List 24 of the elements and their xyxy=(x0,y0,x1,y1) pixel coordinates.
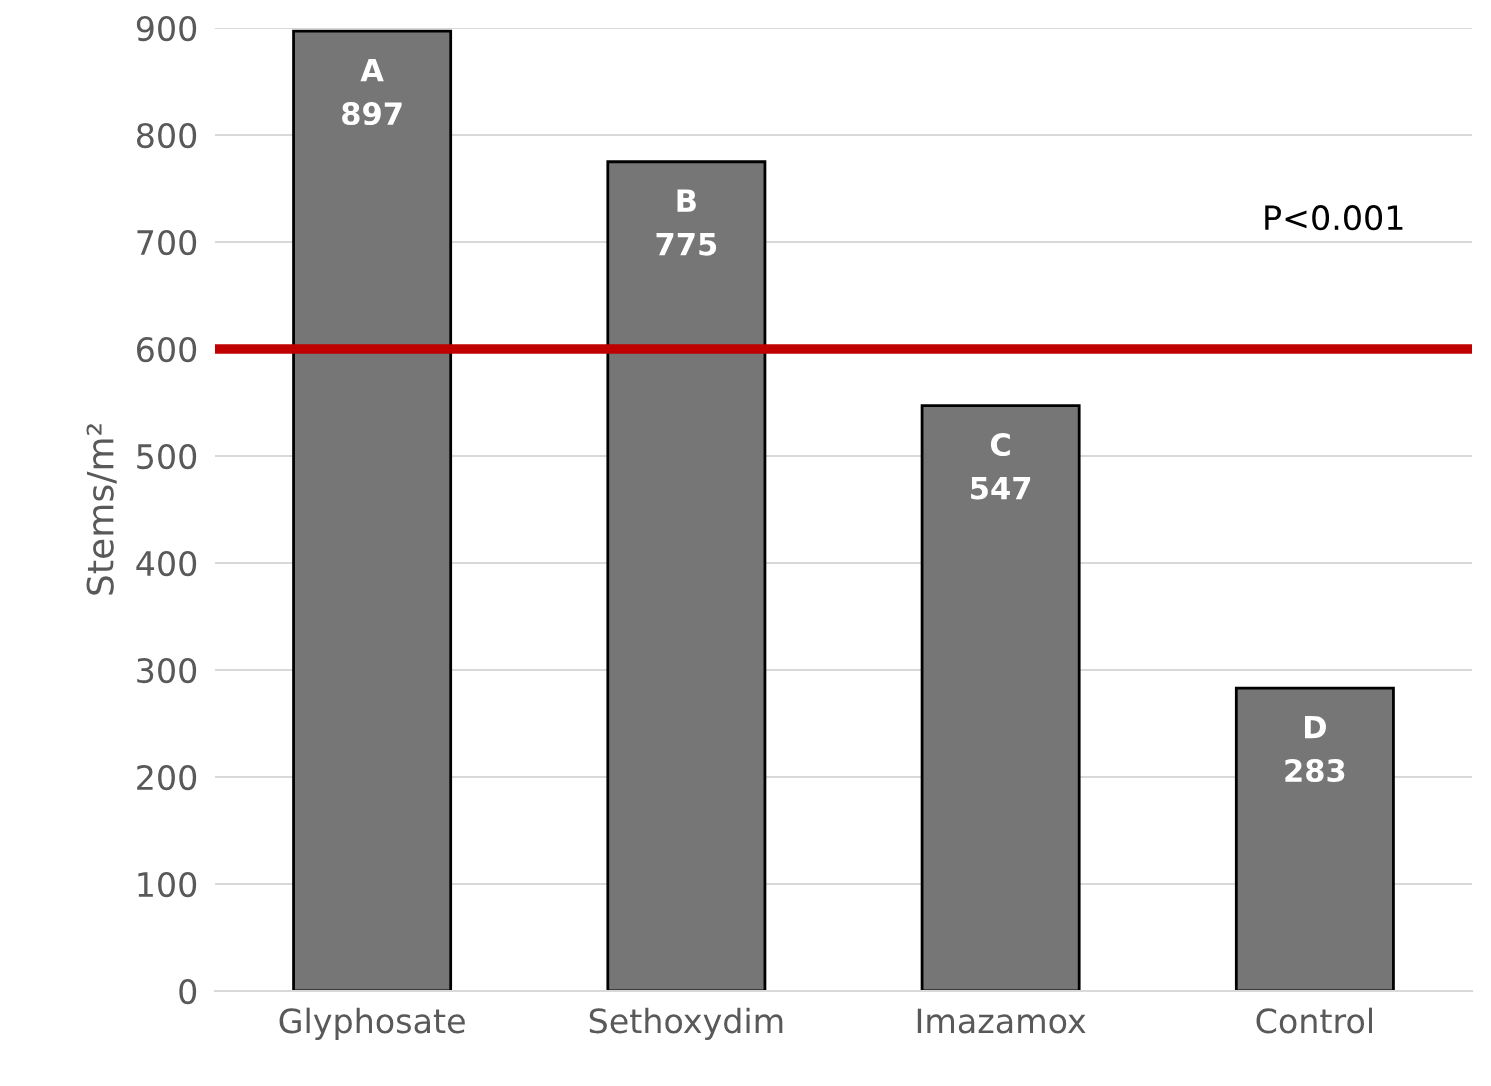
y-tick-label: 500 xyxy=(137,443,197,470)
annotation: P<0.001 xyxy=(1265,205,1403,231)
y-tick-label: 300 xyxy=(137,657,197,684)
bar xyxy=(606,160,767,991)
y-tick-label: 600 xyxy=(137,336,197,363)
y-tick-label: 900 xyxy=(136,15,197,42)
y-tick-label: 700 xyxy=(137,229,197,256)
y-tick-label: 800 xyxy=(136,122,197,149)
x-tick-label: Sethoxydim xyxy=(589,1007,783,1040)
x-tick-label: Imazamox xyxy=(917,1008,1086,1034)
bar xyxy=(920,404,1081,991)
data-label: C 547 xyxy=(971,433,1031,500)
data-label: D 283 xyxy=(1285,715,1345,783)
y-tick-label: 200 xyxy=(137,764,197,791)
y-tick-label: 100 xyxy=(138,871,197,898)
data-label: A 897 xyxy=(342,58,402,126)
y-tick-label: 400 xyxy=(136,550,197,577)
y-axis-title: Stems/m² xyxy=(86,424,117,595)
x-tick-label: Glyphosate xyxy=(279,1007,465,1040)
bar xyxy=(1234,686,1395,991)
data-label: B 775 xyxy=(656,189,717,256)
y-tick-label: 0 xyxy=(179,978,197,1005)
x-tick-label: Control xyxy=(1256,1007,1372,1034)
bar xyxy=(292,29,453,991)
